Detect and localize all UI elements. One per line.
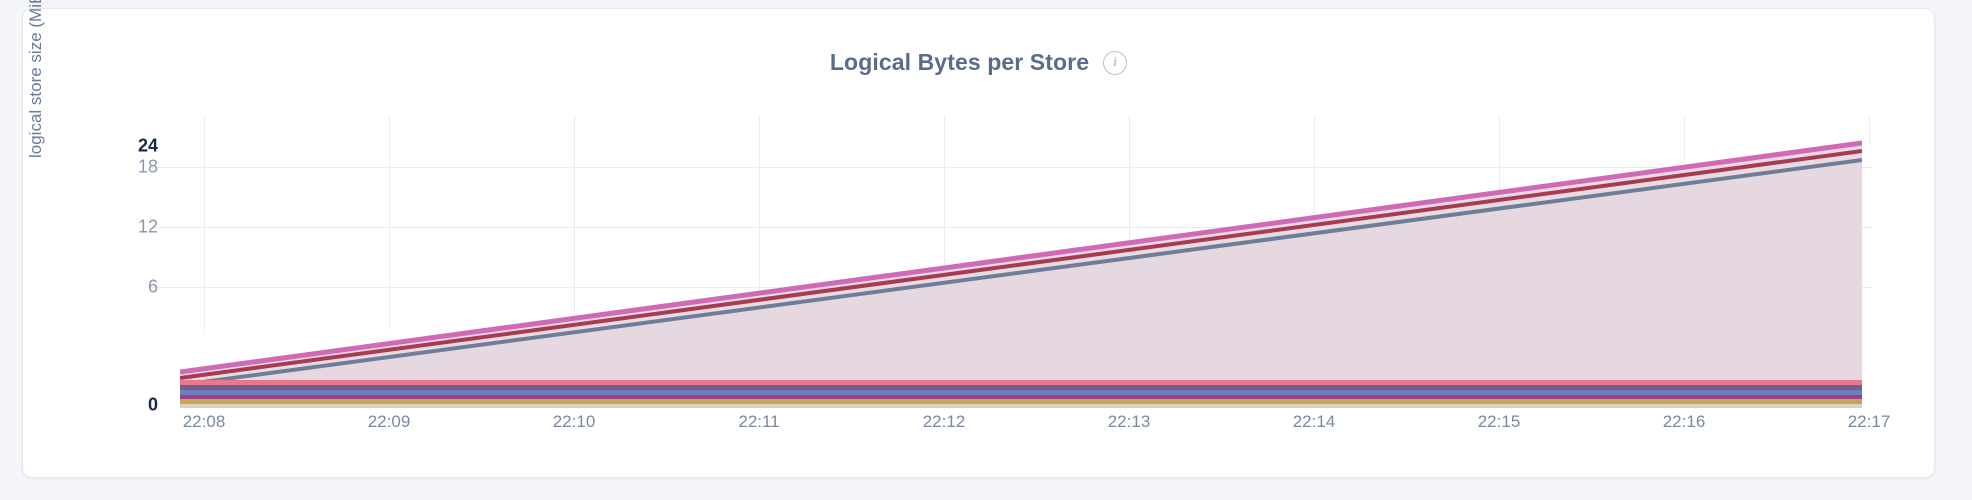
y-tick-12: 12 [137,216,158,237]
gridline-y-12 [150,227,1872,228]
gridline-x-2212 [944,115,945,285]
x-tick-2216: 22:16 [1662,412,1706,431]
page-title: Logical Bytes per Store [829,49,1090,75]
x-tick-2212: 22:12 [922,412,966,431]
y-tick-6: 6 [147,276,158,297]
gridline-y-18 [150,167,1872,168]
line-store-10 [180,158,1862,387]
line-store-12 [180,140,1862,375]
gridline-x-2210 [574,115,575,330]
gridline-x-2208 [204,115,205,330]
band-store-8 [180,385,1862,390]
band-store-9 [180,380,1862,385]
y-tick-18: 18 [137,156,158,177]
x-tick-2215: 22:15 [1477,412,1521,431]
x-tick-2214: 22:14 [1292,412,1336,431]
x-tick-2217: 22:17 [1847,412,1891,431]
band-store-5 [180,399,1862,404]
line-store-11 [180,149,1862,380]
band-store-6 [180,395,1862,399]
x-tick-2211: 22:11 [738,412,780,431]
gridline-x-2209 [389,115,390,330]
band-store-7 [180,390,1862,395]
x-tick-2210: 22:10 [552,412,596,431]
x-tick-2213: 22:13 [1107,412,1151,431]
gridline-x-2216 [1684,115,1685,170]
x-tick-2208: 22:08 [182,412,226,431]
gridline-x-2214 [1314,115,1315,227]
gridline-x-2211 [759,115,760,320]
y-tick-24: 24 [137,135,158,156]
band-store-2 [180,413,1862,418]
gridline-x-2215 [1499,115,1500,197]
band-store-1 [180,418,1862,424]
y-tick-0: 0 [147,394,158,415]
y-axis-ticks: 24 18 12 6 0 [98,0,158,500]
band-store-3 [180,408,1862,413]
gridline-x-2217 [1869,115,1870,145]
band-store-4 [180,404,1862,408]
gridline-x-2213 [1129,115,1130,255]
chart-header: Logical Bytes per Store i [23,49,1934,76]
x-tick-2209: 22:09 [367,412,411,431]
area-store-10 [180,158,1862,407]
info-icon[interactable]: i [1103,50,1128,75]
